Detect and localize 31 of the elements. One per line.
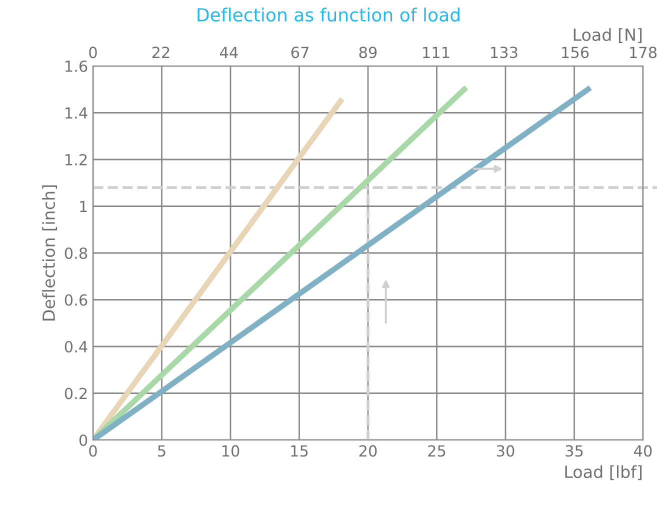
y-tick-label: 1 — [80, 200, 87, 212]
x2-tick-label: 111 — [423, 46, 450, 58]
x2-axis-title: Load [N] — [574, 28, 642, 43]
chart-title: Deflection as function of load — [198, 8, 460, 22]
x-tick-label: 35 — [566, 445, 583, 457]
x2-tick-label: 0 — [89, 46, 97, 58]
y-tick-label: 1.6 — [66, 60, 88, 72]
y-tick-label: 0 — [79, 434, 88, 446]
x2-tick-label: 44 — [220, 46, 238, 58]
y-tick-label: 1.2 — [66, 154, 87, 166]
x2-tick-label: 67 — [291, 46, 308, 58]
y-tick-label: 0.2 — [64, 388, 87, 400]
x-tick-label: 0 — [89, 445, 97, 457]
x-axis-title: Load [lbf] — [565, 465, 642, 480]
y-tick-label: 0.6 — [64, 294, 88, 306]
y-axis-title: Deflection [inch] — [42, 185, 58, 320]
y-tick-label: 0.4 — [64, 340, 88, 353]
x-tick-label: 30 — [496, 445, 514, 457]
x2-tick-label: 156 — [562, 46, 589, 58]
x-tick-label: 5 — [158, 445, 166, 457]
x-tick-label: 10 — [222, 445, 240, 457]
y-tick-label: 0.8 — [64, 247, 88, 260]
x2-tick-label: 22 — [152, 46, 170, 58]
x2-tick-label: 133 — [491, 46, 518, 58]
x-tick-label: 25 — [428, 445, 446, 457]
x-tick-label: 15 — [291, 445, 308, 457]
y-tick-label: 1.4 — [66, 107, 88, 119]
x-tick-label: 20 — [359, 445, 377, 457]
x2-tick-label: 178 — [630, 46, 657, 58]
x2-tick-label: 89 — [359, 46, 377, 58]
x-tick-label: 40 — [634, 445, 652, 457]
